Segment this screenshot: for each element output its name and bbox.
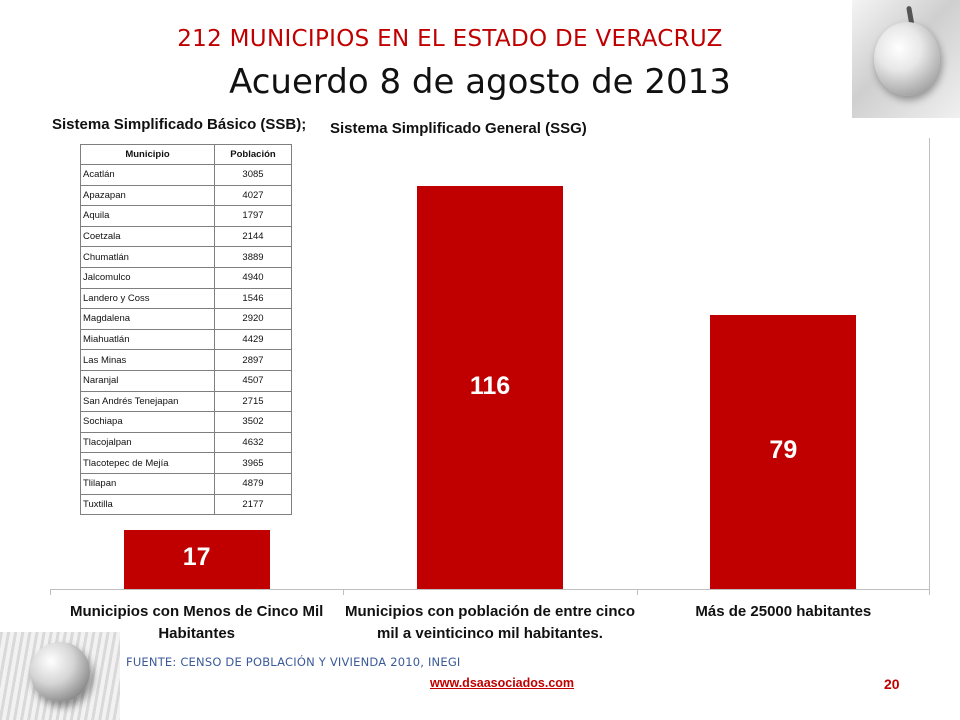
- municipio-cell: San Andrés Tenejapan: [80, 390, 215, 413]
- poblacion-cell: 3085: [214, 164, 292, 186]
- source-note: FUENTE: CENSO DE POBLACIÓN Y VIVIENDA 20…: [126, 655, 461, 669]
- table-row: Tlacotepec de Mejía 3965: [80, 452, 292, 474]
- municipio-cell: Tlacotepec de Mejía: [80, 452, 215, 474]
- municipio-cell: Tlacojalpan: [80, 431, 215, 454]
- category-label: Municipios con población de entre cinco …: [344, 603, 636, 642]
- table-row: Las Minas 2897: [80, 349, 292, 371]
- category-label: Municipios con Menos de Cinco Mil Habita…: [69, 603, 324, 642]
- municipio-cell: Apazapan: [80, 184, 215, 207]
- municipio-cell: Jalcomulco: [80, 266, 215, 289]
- bar-2: [417, 186, 563, 589]
- bar-1: [123, 529, 270, 589]
- x-axis-tick: [636, 589, 638, 595]
- table-row: Jalcomulco 4940: [80, 266, 292, 289]
- table-row: Tuxtilla 2177: [80, 493, 292, 516]
- table-row: Chumatlán 3889: [80, 246, 292, 268]
- poblacion-cell: 1546: [214, 287, 292, 310]
- table-row: Apazapan 4027: [80, 184, 292, 207]
- table-row: San Andrés Tenejapan 2715: [80, 390, 292, 413]
- table-row: Tlilapan 4879: [80, 472, 292, 495]
- municipio-cell: Sochiapa: [80, 411, 215, 433]
- table-row: Aquila 1797: [80, 205, 292, 227]
- ssb-label: Sistema Simplificado Básico (SSB);: [52, 116, 307, 133]
- table-row: Sochiapa 3502: [80, 411, 292, 433]
- slide-subtitle: Acuerdo 8 de agosto de 2013: [229, 62, 731, 102]
- poblacion-cell: 4879: [214, 472, 292, 495]
- poblacion-cell: 4940: [214, 266, 292, 289]
- x-axis-tick: [50, 589, 51, 595]
- ssg-label: Sistema Simplificado General (SSG): [330, 120, 587, 137]
- municipio-cell: Magdalena: [80, 308, 215, 330]
- header-poblacion: Población: [214, 144, 292, 165]
- municipio-cell: Coetzala: [80, 225, 215, 248]
- municipio-cell: Aquila: [80, 205, 215, 227]
- website-link[interactable]: www.dsaasociados.com: [430, 676, 575, 690]
- table-row: Tlacojalpan 4632: [80, 431, 292, 454]
- glass-apple-image: [852, 0, 960, 118]
- table-header-row: Municipio Población: [80, 144, 292, 165]
- poblacion-cell: 3965: [214, 452, 292, 474]
- poblacion-cell: 4027: [214, 184, 292, 207]
- table-row: Miahuatlán 4429: [80, 328, 292, 351]
- x-axis-tick: [929, 589, 930, 595]
- poblacion-cell: 2897: [214, 349, 292, 371]
- plot-area-right-border: [929, 138, 930, 590]
- poblacion-cell: 2715: [214, 390, 292, 413]
- poblacion-cell: 2920: [214, 308, 292, 330]
- bar-data-label: 116: [469, 371, 511, 400]
- x-axis-tick: [343, 589, 345, 595]
- municipio-cell: Las Minas: [80, 349, 215, 371]
- municipios-table: Municipio Población Acatlán 3085 Apazapan 4…: [80, 144, 292, 516]
- apple-body-shape: [874, 22, 940, 96]
- table-row: Coetzala 2144: [80, 225, 292, 248]
- table-row: Magdalena 2920: [80, 308, 292, 330]
- slide-title: 212 MUNICIPIOS EN EL ESTADO DE VERACRUZ: [177, 26, 723, 52]
- poblacion-cell: 1797: [214, 205, 292, 227]
- category-label: Más de 25000 habitantes: [695, 603, 872, 620]
- table-row: Acatlán 3085: [80, 164, 292, 186]
- header-municipio: Municipio: [80, 144, 215, 165]
- municipio-cell: Landero y Coss: [80, 287, 215, 310]
- x-axis-line: [50, 589, 930, 590]
- municipio-cell: Tuxtilla: [80, 493, 215, 516]
- poblacion-cell: 4632: [214, 431, 292, 454]
- municipio-cell: Chumatlán: [80, 246, 215, 268]
- page-number: 20: [884, 676, 900, 692]
- municipio-cell: Miahuatlán: [80, 328, 215, 351]
- newspaper-ball-image: [0, 632, 120, 720]
- poblacion-cell: 2144: [214, 225, 292, 248]
- bar-data-label: 17: [182, 543, 211, 572]
- poblacion-cell: 4507: [214, 369, 292, 392]
- municipio-cell: Acatlán: [80, 164, 215, 186]
- table-row: Naranjal 4507: [80, 369, 292, 392]
- bar-3: [710, 314, 857, 589]
- municipio-cell: Tlilapan: [80, 472, 215, 495]
- poblacion-cell: 2177: [214, 493, 292, 516]
- poblacion-cell: 3502: [214, 411, 292, 433]
- municipio-cell: Naranjal: [80, 369, 215, 392]
- poblacion-cell: 4429: [214, 328, 292, 351]
- glass-ball-shape: [30, 642, 90, 702]
- bar-data-label: 79: [769, 435, 798, 464]
- poblacion-cell: 3889: [214, 246, 292, 268]
- table-row: Landero y Coss 1546: [80, 287, 292, 310]
